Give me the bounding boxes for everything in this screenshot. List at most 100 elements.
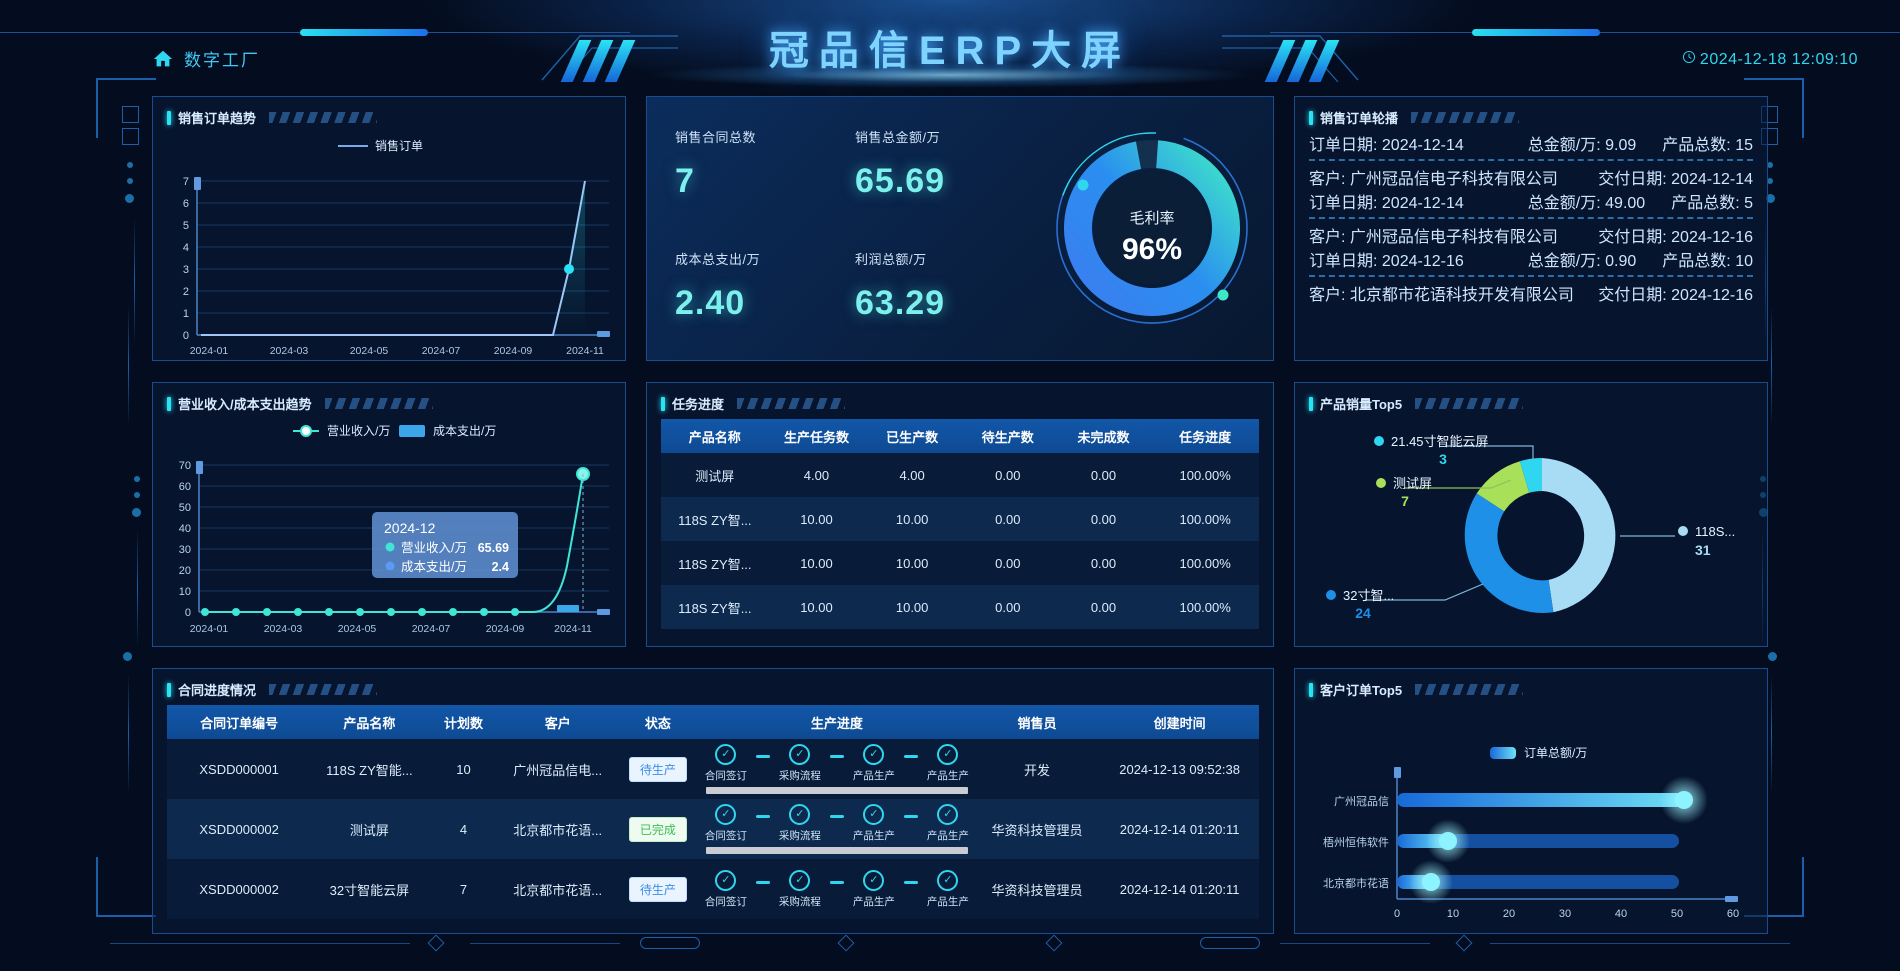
svg-text:2024-09: 2024-09 [494,345,533,357]
cell-unfinished: 0.00 [1055,453,1152,497]
y-axis: 70 60 50 40 30 20 10 0 [179,460,191,619]
column-header: 客户 [499,705,616,739]
count-value: 5 [1744,195,1753,212]
cell-plan-qty: 7 [427,859,500,919]
table-row[interactable]: XSDD000002 测试屏 4 北京都市花语... 已完成 ✓ 合同签订 ✓ 采购… [167,799,1259,859]
svg-text:10: 10 [1447,908,1459,920]
cell-salesman: 开发 [973,739,1101,799]
kpi-value: 7 [675,162,695,200]
panel-customer-order-top5: 客户订单Top5 订单总额/万 广州冠品信 梧州恒伟软件 [1294,668,1768,934]
donut-slice-2145[interactable] [1519,458,1542,493]
check-icon: ✓ [789,869,811,891]
grid-lines [199,464,609,592]
bar-group-0: 广州冠品信 [1334,776,1708,824]
donut-label-2145: 21.45寸智能云屏 3 [1374,434,1489,467]
svg-text:24: 24 [1355,605,1371,621]
tooltip-title: 2024-12 [384,520,436,536]
panel-contract-progress: 合同进度情况 合同订单编号 产品名称 计划数 客户 状态 生产进度 销售员 创建… [152,668,1274,934]
panel-title-text: 营业收入/成本支出趋势 [178,397,312,412]
cell-product: 测试屏 [661,453,769,497]
cell-product: 32寸智能云屏 [311,859,428,919]
customer-label: 客户: [1309,287,1346,304]
title-tick-icon [1309,682,1313,697]
cell-created: 2024-12-14 01:20:11 [1100,799,1259,859]
donut-slice-test[interactable] [1476,461,1530,512]
table-row[interactable]: 测试屏 4.00 4.00 0.00 0.00 100.00% [661,453,1259,497]
cell-progress: 100.00% [1151,453,1259,497]
legend-label-0: 营业收入/万 [327,424,390,438]
carousel-list[interactable]: 订单日期: 2024-12-14 总金额/万: 9.09 产品总数: 15 客户… [1309,131,1753,305]
order-date-label: 订单日期: [1309,253,1378,270]
datetime-text: 2024-12-18 12:09:10 [1699,50,1858,68]
gross-margin-gauge[interactable]: 毛利率 96% [1047,123,1257,333]
carousel-item[interactable]: 客户: 北京都市花语科技开发有限公司 交付日期: 2024-12-16 [1309,281,1753,305]
svg-text:20: 20 [1503,908,1515,920]
title-tick-icon [167,682,171,697]
contract-progress-table: 合同订单编号 产品名称 计划数 客户 状态 生产进度 销售员 创建时间 XSDD… [167,705,1259,919]
customer-order-bar-chart[interactable]: 订单总额/万 广州冠品信 梧州恒伟软件 北京都市花语 [1295,703,1769,931]
svg-text:32寸智...: 32寸智... [1343,588,1394,603]
cell-pending: 0.00 [959,497,1056,541]
dashboard-header: 冠品信ERP大屏 数字工厂 2024-12-18 12:09:10 [0,0,1900,88]
customer-value: 广州冠品信电子科技有限公司 [1349,229,1558,246]
title-tick-icon [661,396,665,411]
cell-pending: 0.00 [959,453,1056,497]
count-label: 产品总数: [1671,195,1740,212]
svg-text:10: 10 [179,586,191,598]
delivery-label: 交付日期: [1598,287,1667,304]
svg-text:40: 40 [1615,908,1627,920]
table-row[interactable]: 118S ZY智... 10.00 10.00 0.00 0.00 100.00… [661,541,1259,585]
legend-swatch [1490,747,1516,759]
svg-text:2024-09: 2024-09 [486,623,525,635]
status-badge[interactable]: 待生产 [628,756,687,782]
table-row[interactable]: XSDD000001 118S ZY智能... 10 广州冠品信电... 待生产… [167,739,1259,799]
chart-tooltip: 2024-12 营业收入/万 65.69 成本支出/万 2.4 [372,512,518,578]
donut-slice-32cun[interactable] [1464,493,1554,613]
order-date-value: 2024-12-14 [1381,137,1464,154]
order-date-value: 2024-12-16 [1381,253,1464,270]
title-hash-decoration [324,398,433,409]
logo-label: 数字工厂 [184,51,260,70]
svg-text:50: 50 [179,502,191,514]
table-row[interactable]: XSDD000002 32寸智能云屏 7 北京都市花语... 待生产 ✓ 合同签订… [167,859,1259,919]
title-hash-decoration [737,398,846,409]
x-axis-ticks: 0 10 20 30 40 50 60 [1394,908,1739,920]
carousel-item[interactable]: 客户: 广州冠品信电子科技有限公司 交付日期: 2024-12-14 订单日期:… [1309,165,1753,213]
donut-slice-118s[interactable] [1542,458,1616,613]
delivery-value: 2024-12-16 [1671,229,1753,246]
logo[interactable]: 数字工厂 [152,46,260,71]
product-sales-donut-chart[interactable]: 21.45寸智能云屏 3 测试屏 7 118S... 31 32寸智... 24 [1295,418,1769,646]
table-row[interactable]: 118S ZY智... 10.00 10.00 0.00 0.00 100.00… [661,585,1259,629]
cell-plan-qty: 10 [427,739,500,799]
delivery-value: 2024-12-14 [1671,171,1753,188]
carousel-divider [1309,275,1753,277]
status-badge[interactable]: 待生产 [628,876,687,902]
contract-table-wrap[interactable]: 合同订单编号 产品名称 计划数 客户 状态 生产进度 销售员 创建时间 XSDD… [167,705,1259,919]
step-connector [903,880,918,884]
svg-text:3: 3 [1439,451,1447,467]
carousel-item[interactable]: 订单日期: 2024-12-14 总金额/万: 9.09 产品总数: 15 [1309,131,1753,155]
title-hash-decoration [1415,398,1524,409]
carousel-item[interactable]: 客户: 广州冠品信电子科技有限公司 交付日期: 2024-12-16 订单日期:… [1309,223,1753,271]
panel-title-text: 销售订单趋势 [178,111,257,126]
svg-text:2024-11: 2024-11 [554,623,592,635]
table-row[interactable]: 118S ZY智... 10.00 10.00 0.00 0.00 100.00… [661,497,1259,541]
sales-order-trend-chart[interactable]: 销售订单 7 6 5 4 3 2 1 0 2024-01 202 [153,132,627,362]
cell-customer: 北京都市花语... [499,799,616,859]
cell-progress: 100.00% [1151,497,1259,541]
home-icon [152,48,174,70]
revenue-cost-trend-chart[interactable]: 营业收入/万 成本支出/万 70 60 50 40 30 20 10 0 [153,416,627,648]
status-badge[interactable]: 已完成 [628,816,687,842]
kpi-label: 成本总支出/万 [675,252,761,267]
column-header: 合同订单编号 [167,705,312,739]
delivery-label: 交付日期: [1598,171,1667,188]
kpi-value: 65.69 [855,162,946,200]
svg-text:3: 3 [183,264,189,276]
svg-text:118S...: 118S... [1695,524,1735,539]
title-tick-icon [1309,396,1313,411]
cell-task-qty: 10.00 [768,541,865,585]
count-value: 15 [1735,137,1753,154]
svg-text:1: 1 [183,308,189,320]
header-accent-bar-right [1472,29,1600,36]
task-progress-table-wrap[interactable]: 产品名称 生产任务数 已生产数 待生产数 未完成数 任务进度 测试屏 4.00 … [661,419,1259,629]
